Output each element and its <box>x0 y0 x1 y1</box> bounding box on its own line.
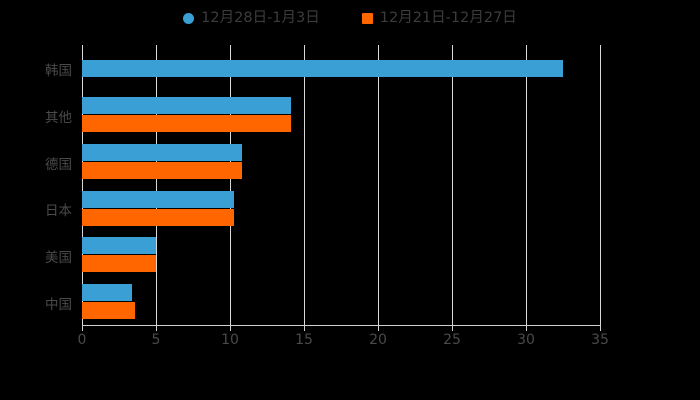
x-tick-label: 30 <box>517 332 535 348</box>
legend-square-icon <box>361 12 373 24</box>
x-axis-line <box>82 325 601 326</box>
x-tick-mark-35 <box>600 325 601 331</box>
legend-item-1[interactable]: 12月21日-12月27日 <box>361 9 517 26</box>
bar-group <box>82 232 600 279</box>
bar-日本-series0[interactable] <box>82 190 235 208</box>
bar-group <box>82 138 600 185</box>
x-tick-label: 35 <box>591 332 609 348</box>
bar-group <box>82 278 600 325</box>
x-tick-label: 25 <box>443 332 461 348</box>
y-category-label: 日本 <box>45 203 72 220</box>
gridline-20 <box>378 45 379 325</box>
bar-group <box>82 45 600 92</box>
gridline-35 <box>600 45 601 325</box>
x-tick-mark-5 <box>156 325 157 331</box>
x-tick-label: 5 <box>151 332 161 348</box>
bar-中国-series0[interactable] <box>82 284 133 302</box>
gridline-10 <box>230 45 231 325</box>
x-tick-mark-10 <box>230 325 231 331</box>
gridline-0 <box>82 45 83 325</box>
bar-其他-series1[interactable] <box>82 115 291 133</box>
x-tick-label: 15 <box>295 332 313 348</box>
bar-中国-series1[interactable] <box>82 302 136 320</box>
chart-legend: 12月28日-1月3日 12月21日-12月27日 <box>0 8 700 28</box>
bar-group <box>82 185 600 232</box>
x-tick-label: 0 <box>77 332 87 348</box>
y-category-label: 中国 <box>45 296 72 313</box>
legend-item-0[interactable]: 12月28日-1月3日 <box>183 11 320 26</box>
x-tick-mark-30 <box>526 325 527 331</box>
y-category-label: 美国 <box>45 250 72 266</box>
y-category-label: 德国 <box>45 156 72 173</box>
gridline-30 <box>526 45 527 325</box>
x-tick-mark-25 <box>452 325 453 331</box>
bar-美国-series0[interactable] <box>82 237 156 255</box>
bar-日本-series1[interactable] <box>82 208 235 226</box>
bar-其他-series0[interactable] <box>82 97 291 115</box>
plot-area <box>82 45 601 325</box>
legend-label: 12月21日-12月27日 <box>379 9 517 26</box>
x-tick-mark-0 <box>82 325 83 331</box>
x-tick-mark-20 <box>378 325 379 331</box>
bar-德国-series0[interactable] <box>82 144 242 162</box>
x-tick-label: 20 <box>369 332 387 348</box>
bar-美国-series1[interactable] <box>82 255 156 273</box>
gridline-5 <box>156 45 157 325</box>
legend-label: 12月28日-1月3日 <box>201 9 320 26</box>
bar-group <box>82 92 600 139</box>
gridline-15 <box>304 45 305 325</box>
y-category-label: 韩国 <box>45 63 72 80</box>
y-category-label: 其他 <box>45 110 72 126</box>
bar-德国-series1[interactable] <box>82 162 242 180</box>
bar-韩国-series0[interactable] <box>82 59 563 77</box>
legend-circle-icon <box>183 12 195 24</box>
x-tick-mark-15 <box>304 325 305 331</box>
x-tick-label: 10 <box>221 332 239 348</box>
gridline-25 <box>452 45 453 325</box>
